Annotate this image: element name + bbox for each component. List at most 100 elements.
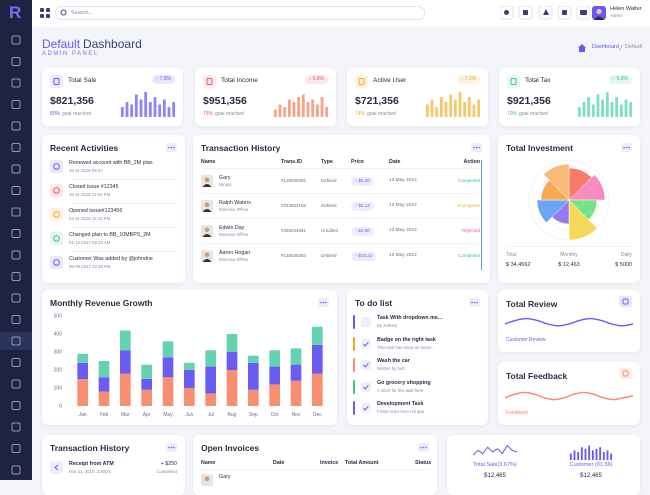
column-header: Date bbox=[273, 460, 285, 466]
avatar[interactable] bbox=[592, 6, 606, 20]
dot bbox=[320, 301, 322, 304]
bar bbox=[158, 104, 162, 117]
page-title: Default Dashboard bbox=[42, 38, 142, 50]
avatar-head bbox=[204, 252, 210, 258]
icon-button[interactable] bbox=[619, 296, 632, 307]
nav-icon bbox=[11, 293, 21, 303]
summary-value: $12,465 bbox=[484, 473, 506, 479]
checkbox-box bbox=[361, 360, 371, 370]
nav-icon bbox=[11, 272, 21, 281]
bar bbox=[599, 447, 602, 460]
goal-text: goal reached bbox=[62, 111, 91, 117]
summary-card: Total Sale(3.67%) $12,465 Customer (01.56)… bbox=[447, 435, 640, 495]
more-button[interactable] bbox=[166, 443, 177, 452]
segment bbox=[536, 199, 570, 223]
checkbox[interactable] bbox=[361, 403, 371, 413]
more-button[interactable] bbox=[166, 143, 177, 152]
divider bbox=[69, 203, 177, 204]
more-button[interactable] bbox=[418, 443, 429, 452]
checkmark bbox=[363, 405, 369, 411]
checkbox[interactable] bbox=[361, 360, 371, 370]
type: Credited bbox=[321, 228, 339, 233]
bar-segment bbox=[141, 389, 152, 406]
avatar-head bbox=[204, 476, 210, 482]
more-button[interactable] bbox=[471, 143, 482, 152]
x-tick-label: Dec bbox=[313, 412, 322, 418]
stat-card: Total Sale ↑ 7.5% $821,356 80% goal reached bbox=[42, 68, 183, 126]
home-icon[interactable] bbox=[578, 44, 586, 52]
nav-icon bbox=[11, 358, 21, 367]
card-title: Monthly Revenue Growth bbox=[50, 298, 153, 308]
checkbox[interactable] bbox=[361, 317, 371, 327]
goal-text: goal reached bbox=[215, 111, 244, 117]
more-button[interactable] bbox=[469, 298, 480, 307]
search-box[interactable]: Search... bbox=[55, 6, 425, 20]
dot bbox=[478, 146, 480, 149]
icon bbox=[53, 163, 60, 170]
stat-value: $821,356 bbox=[50, 95, 94, 107]
nav-icon bbox=[11, 315, 21, 324]
trans-id: #356254681 bbox=[281, 228, 307, 233]
icon-button[interactable] bbox=[619, 368, 632, 379]
checkmark bbox=[363, 384, 369, 390]
stat-label: Total Tax bbox=[525, 77, 551, 84]
bar-segment bbox=[162, 377, 174, 406]
bar-segment bbox=[77, 353, 88, 363]
bar-segment bbox=[120, 350, 131, 374]
task-title: Badge on the right task bbox=[377, 336, 436, 343]
icon-bg bbox=[50, 461, 63, 474]
activity-time: 01-12-2017 05:22 AM bbox=[69, 240, 111, 245]
total-label: Monthly bbox=[560, 252, 578, 258]
more-button[interactable] bbox=[621, 143, 632, 152]
checkbox[interactable] bbox=[361, 381, 371, 392]
dot bbox=[168, 446, 170, 449]
x-tick-label: Feb bbox=[100, 412, 109, 418]
avatar-body bbox=[202, 234, 212, 237]
bar bbox=[477, 99, 481, 117]
nav-icon bbox=[11, 207, 21, 217]
bar-segment bbox=[290, 348, 302, 365]
button-bg bbox=[619, 296, 632, 307]
checkbox[interactable] bbox=[361, 338, 371, 349]
dot bbox=[422, 446, 425, 449]
office: Moscow Office bbox=[219, 232, 249, 237]
bar bbox=[292, 102, 296, 117]
wave-chart bbox=[505, 317, 633, 327]
activity-text: Renewed account with BB_2M plan bbox=[69, 160, 153, 166]
bar bbox=[573, 450, 576, 460]
status: Rejected bbox=[462, 228, 480, 233]
dot bbox=[473, 146, 475, 149]
more-button[interactable] bbox=[318, 298, 329, 307]
date: 12 May 2022 bbox=[389, 178, 417, 183]
x-tick-label: May bbox=[163, 412, 173, 418]
breadcrumb-item[interactable]: Dashboard bbox=[592, 44, 619, 50]
menu-button[interactable] bbox=[40, 8, 50, 18]
nav-icon bbox=[11, 250, 21, 260]
icon bbox=[622, 370, 629, 377]
bar bbox=[162, 99, 166, 117]
bar-segment bbox=[226, 334, 238, 352]
x-tick-label: Jun bbox=[185, 412, 193, 418]
name: Ralph Waters bbox=[219, 200, 251, 206]
bar-segment bbox=[226, 370, 238, 406]
checkmark bbox=[363, 341, 369, 347]
date: 12 May 2022 bbox=[389, 203, 417, 208]
type: Debited bbox=[321, 178, 337, 183]
price: ↑ $2.80 bbox=[351, 227, 374, 236]
nav-icon bbox=[11, 100, 21, 109]
bar-segment bbox=[184, 362, 195, 370]
task-sub: Written by bob bbox=[377, 366, 405, 371]
avatar-body bbox=[202, 209, 212, 212]
bar bbox=[582, 102, 586, 117]
mini-bar-chart bbox=[273, 94, 329, 117]
stat-card: Active User ↑ 7.1% $721,356 74% goal reached bbox=[347, 68, 488, 126]
bar bbox=[287, 99, 291, 117]
card-title: Transaction History bbox=[50, 443, 130, 453]
bar bbox=[153, 97, 157, 117]
bar-segment bbox=[248, 362, 259, 390]
nav-icon bbox=[11, 57, 21, 66]
y-tick-label: 100 bbox=[54, 386, 63, 392]
nav-icon bbox=[11, 121, 21, 131]
bar bbox=[606, 450, 609, 460]
activity-time: 24-11-2018 15:10 PM bbox=[69, 216, 111, 221]
